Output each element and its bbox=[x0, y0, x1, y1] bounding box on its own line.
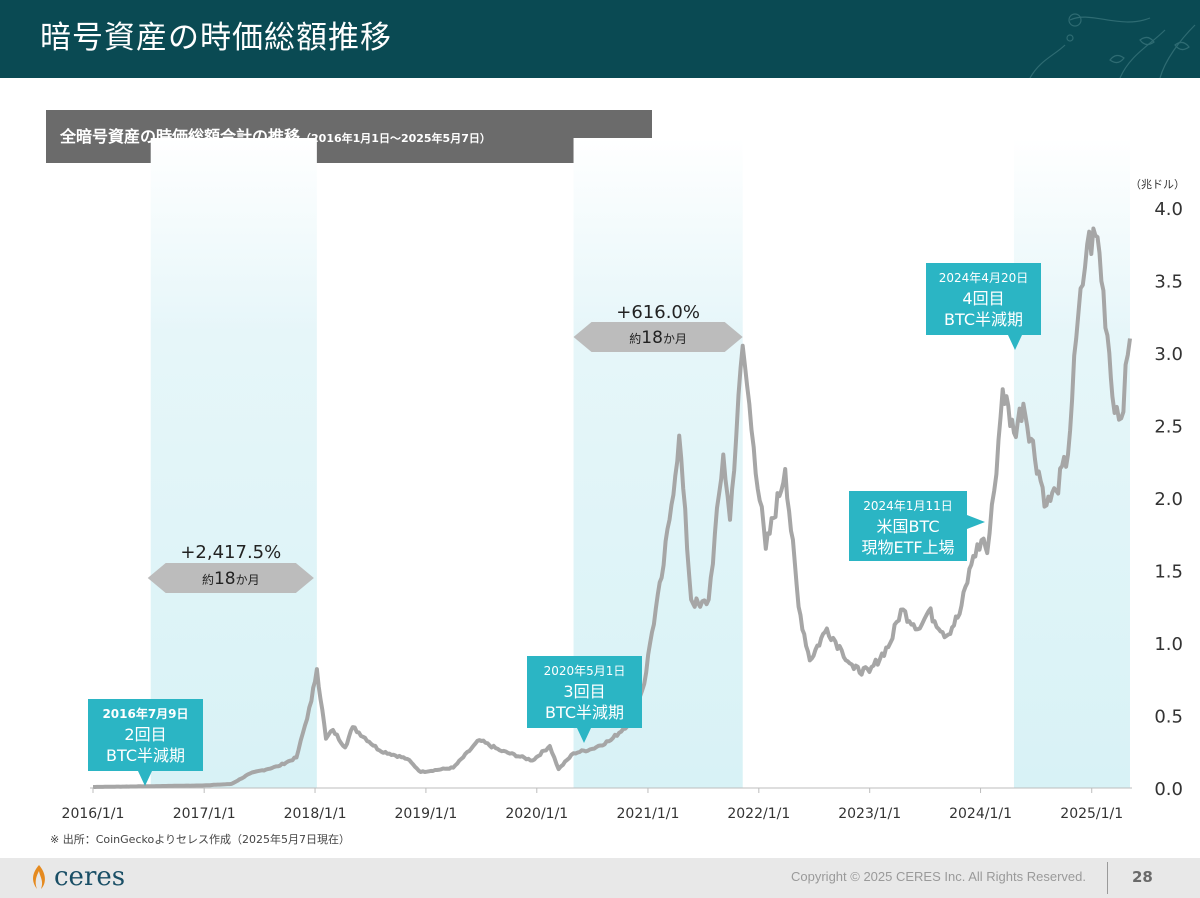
floral-decoration-icon bbox=[1029, 13, 1196, 78]
x-tick-label: 2018/1/1 bbox=[284, 806, 347, 822]
source-note: ※ 出所：CoinGeckoよりセレス作成（2025年5月7日現在） bbox=[50, 833, 350, 846]
callout-line1: 3回目 bbox=[563, 682, 605, 701]
callout-box: 2024年4月20日 4回目 BTC半減期 bbox=[926, 263, 1041, 350]
y-tick-label: 3.5 bbox=[1154, 272, 1183, 293]
duration-double-arrow bbox=[147, 563, 314, 593]
y-tick-label: 2.0 bbox=[1154, 489, 1183, 510]
callout-pointer bbox=[138, 771, 152, 786]
y-tick-label: 3.0 bbox=[1154, 344, 1183, 365]
callout-rect bbox=[88, 699, 203, 771]
callout-pointer bbox=[967, 515, 985, 529]
header-bar: 暗号資産の時価総額推移 bbox=[0, 0, 1200, 78]
x-tick-label: 2021/1/1 bbox=[617, 806, 680, 822]
callout-date: 2024年1月11日 bbox=[863, 499, 952, 513]
x-tick-label: 2022/1/1 bbox=[727, 806, 790, 822]
callout-pointer bbox=[1008, 335, 1022, 350]
x-tick-label: 2025/1/1 bbox=[1060, 806, 1123, 822]
callout-line2: BTC半減期 bbox=[106, 746, 185, 765]
duration-double-arrow bbox=[573, 322, 743, 352]
x-tick-label: 2024/1/1 bbox=[949, 806, 1012, 822]
footer-divider bbox=[1107, 862, 1108, 894]
callout-date: 2024年4月20日 bbox=[939, 271, 1028, 285]
callout-date: 2020年5月1日 bbox=[544, 664, 626, 678]
market-cap-line-chart: 0.0 0.5 1.0 1.5 2.0 2.5 3.0 3.5 4.0 2016/1/1 2017… bbox=[62, 138, 1185, 822]
y-axis-unit-label: （兆ドル） bbox=[1130, 178, 1185, 191]
growth-percentage-label: +2,417.5% bbox=[180, 542, 281, 563]
y-tick-label: 0.5 bbox=[1154, 707, 1183, 728]
growth-percentage-label: +616.0% bbox=[616, 302, 700, 323]
callout-line2: BTC半減期 bbox=[944, 310, 1023, 329]
y-tick-label: 1.0 bbox=[1154, 634, 1183, 655]
callout-line2: 現物ETF上場 bbox=[861, 538, 954, 557]
x-tick-label: 2016/1/1 bbox=[62, 806, 125, 822]
duration-label: 約18か月 bbox=[202, 569, 260, 589]
callout-pointer bbox=[577, 728, 591, 743]
x-tick-label: 2023/1/1 bbox=[838, 806, 901, 822]
y-tick-label: 2.5 bbox=[1154, 417, 1183, 438]
market-cap-series-line bbox=[93, 226, 1132, 789]
page-number: 28 bbox=[1132, 868, 1153, 886]
x-tick-label: 2017/1/1 bbox=[173, 806, 236, 822]
chart-date-range: （2016年1月1日〜2025年5月7日） bbox=[300, 132, 491, 145]
y-tick-label: 0.0 bbox=[1154, 779, 1183, 800]
copyright-text: Copyright © 2025 CERES Inc. All Rights R… bbox=[791, 869, 1086, 884]
flame-logo-icon bbox=[33, 865, 45, 889]
callout-rect bbox=[926, 263, 1041, 335]
y-tick-label: 1.5 bbox=[1154, 562, 1183, 583]
callout-rect bbox=[527, 656, 642, 728]
ceres-logo: ceres bbox=[28, 862, 125, 892]
halving-period-shade bbox=[150, 138, 317, 788]
x-tick-label: 2020/1/1 bbox=[505, 806, 568, 822]
y-tick-label: 4.0 bbox=[1154, 199, 1183, 220]
x-tick-label: 2019/1/1 bbox=[394, 806, 457, 822]
callout-line1: 米国BTC bbox=[877, 517, 940, 536]
callout-line2: BTC半減期 bbox=[545, 703, 624, 722]
callout-box: 2020年5月1日 3回目 BTC半減期 bbox=[527, 656, 642, 743]
callout-rect bbox=[849, 491, 967, 561]
page-title: 暗号資産の時価総額推移 bbox=[40, 20, 392, 56]
halving-period-shade bbox=[1013, 138, 1130, 788]
callout-box: 2016年7月9日 2回目 BTC半減期 bbox=[88, 699, 203, 786]
logo-text: ceres bbox=[54, 862, 126, 892]
callout-line1: 2回目 bbox=[124, 725, 166, 744]
duration-label: 約18か月 bbox=[629, 328, 687, 348]
callout-line1: 4回目 bbox=[962, 289, 1004, 308]
callout-date: 2016年7月9日 bbox=[102, 706, 188, 721]
footer-bar: ceres Copyright © 2025 CERES Inc. All Ri… bbox=[0, 858, 1200, 898]
